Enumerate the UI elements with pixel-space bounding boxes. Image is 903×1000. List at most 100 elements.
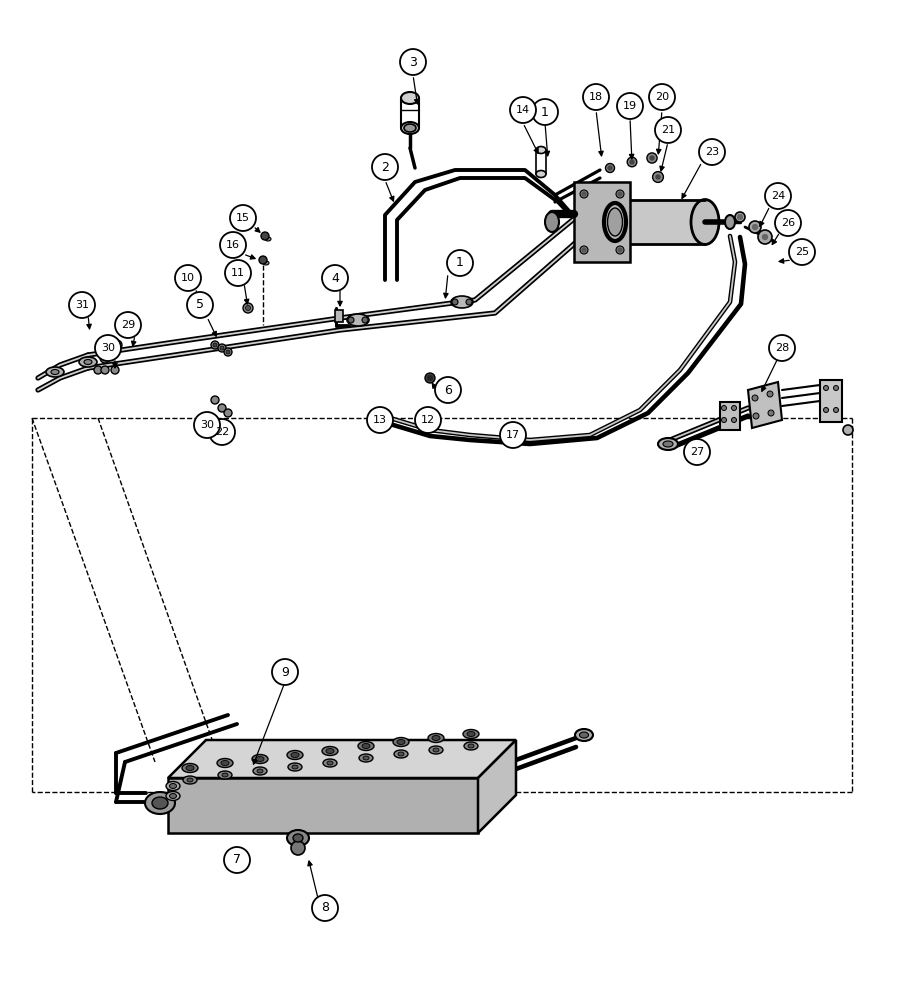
Ellipse shape xyxy=(182,776,197,784)
Circle shape xyxy=(100,353,110,363)
Ellipse shape xyxy=(286,750,303,760)
Circle shape xyxy=(379,413,384,417)
Ellipse shape xyxy=(574,729,592,741)
Text: 25: 25 xyxy=(794,247,808,257)
Text: 3: 3 xyxy=(409,56,416,69)
Ellipse shape xyxy=(361,744,369,748)
Ellipse shape xyxy=(468,744,473,748)
Circle shape xyxy=(768,335,794,361)
Ellipse shape xyxy=(152,797,168,809)
Circle shape xyxy=(531,99,557,125)
Circle shape xyxy=(721,418,726,422)
FancyBboxPatch shape xyxy=(335,310,342,322)
Circle shape xyxy=(225,260,251,286)
Circle shape xyxy=(213,343,217,347)
Circle shape xyxy=(649,156,653,160)
Circle shape xyxy=(652,172,663,182)
Circle shape xyxy=(420,413,424,417)
Ellipse shape xyxy=(535,171,545,178)
Circle shape xyxy=(615,190,623,198)
Circle shape xyxy=(731,406,736,410)
Circle shape xyxy=(95,335,121,361)
Ellipse shape xyxy=(394,750,407,758)
Circle shape xyxy=(580,246,587,254)
Text: 5: 5 xyxy=(196,298,204,312)
Circle shape xyxy=(499,422,526,448)
Circle shape xyxy=(361,317,368,323)
Circle shape xyxy=(465,299,471,305)
Ellipse shape xyxy=(170,793,176,798)
Ellipse shape xyxy=(218,771,232,779)
Circle shape xyxy=(751,225,757,230)
Circle shape xyxy=(399,49,425,75)
Circle shape xyxy=(427,375,432,380)
Text: 29: 29 xyxy=(121,320,135,330)
Circle shape xyxy=(210,396,219,404)
Text: 28: 28 xyxy=(774,343,788,353)
Text: 16: 16 xyxy=(226,240,239,250)
Ellipse shape xyxy=(263,261,269,265)
Circle shape xyxy=(259,256,266,264)
Circle shape xyxy=(655,117,680,143)
Circle shape xyxy=(751,395,757,401)
Ellipse shape xyxy=(401,122,418,134)
Text: 21: 21 xyxy=(660,125,675,135)
Circle shape xyxy=(219,346,224,350)
Circle shape xyxy=(224,847,250,873)
Polygon shape xyxy=(478,740,516,833)
Circle shape xyxy=(367,407,393,433)
Circle shape xyxy=(731,418,736,422)
Ellipse shape xyxy=(256,756,264,762)
Circle shape xyxy=(656,175,659,179)
Circle shape xyxy=(617,93,642,119)
Text: 10: 10 xyxy=(181,273,195,283)
Circle shape xyxy=(823,408,827,412)
Text: 13: 13 xyxy=(373,415,386,425)
Ellipse shape xyxy=(46,367,64,377)
Ellipse shape xyxy=(182,763,198,772)
Ellipse shape xyxy=(393,738,408,746)
Circle shape xyxy=(194,412,219,438)
Ellipse shape xyxy=(291,752,299,758)
Circle shape xyxy=(348,317,354,323)
Text: 22: 22 xyxy=(215,427,228,437)
Ellipse shape xyxy=(292,765,298,769)
Circle shape xyxy=(823,385,827,390)
Text: 14: 14 xyxy=(516,105,529,115)
Ellipse shape xyxy=(321,746,338,756)
Ellipse shape xyxy=(166,781,180,790)
Circle shape xyxy=(582,192,585,196)
Ellipse shape xyxy=(404,124,415,132)
Circle shape xyxy=(195,307,205,317)
Circle shape xyxy=(509,97,535,123)
Polygon shape xyxy=(168,778,478,833)
Circle shape xyxy=(377,411,386,419)
Circle shape xyxy=(752,413,759,419)
Circle shape xyxy=(434,377,461,403)
Ellipse shape xyxy=(396,740,405,744)
Ellipse shape xyxy=(265,237,271,241)
Text: 1: 1 xyxy=(541,106,548,119)
Circle shape xyxy=(246,306,250,310)
Ellipse shape xyxy=(607,208,622,236)
Ellipse shape xyxy=(256,769,263,773)
Ellipse shape xyxy=(252,754,267,764)
Ellipse shape xyxy=(397,752,404,756)
Circle shape xyxy=(648,84,675,110)
Text: 27: 27 xyxy=(689,447,703,457)
Ellipse shape xyxy=(220,760,228,766)
Ellipse shape xyxy=(429,746,442,754)
Ellipse shape xyxy=(358,754,373,762)
Ellipse shape xyxy=(545,212,558,232)
Text: 7: 7 xyxy=(233,853,241,866)
Circle shape xyxy=(768,410,773,416)
Ellipse shape xyxy=(322,759,337,767)
Ellipse shape xyxy=(187,778,192,782)
Text: 8: 8 xyxy=(321,901,329,914)
Ellipse shape xyxy=(186,765,194,770)
Circle shape xyxy=(757,230,771,244)
Ellipse shape xyxy=(84,360,92,364)
Circle shape xyxy=(321,265,348,291)
Circle shape xyxy=(218,344,226,352)
Circle shape xyxy=(187,292,213,318)
